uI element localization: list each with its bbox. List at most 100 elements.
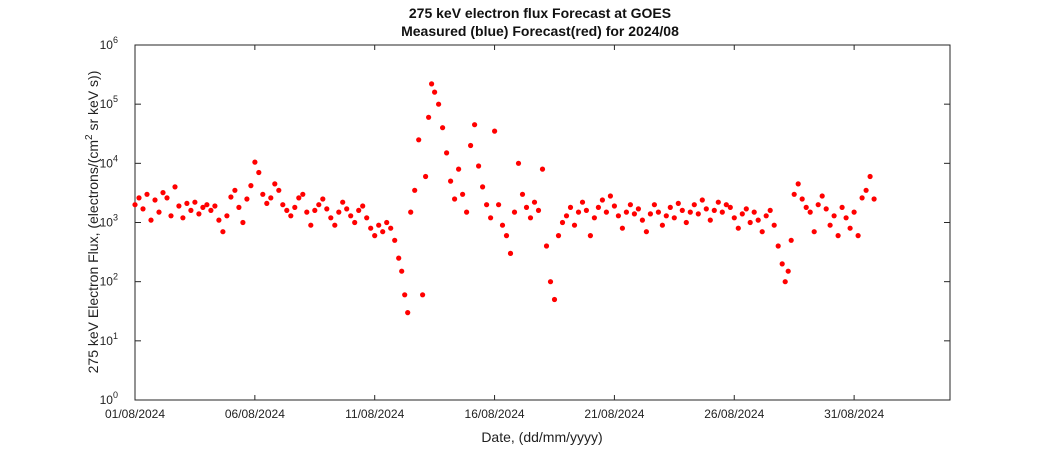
data-point	[687, 209, 693, 215]
data-point	[739, 211, 745, 217]
y-tick-label: 101	[100, 331, 118, 348]
data-point	[703, 206, 709, 212]
data-point	[344, 206, 350, 212]
chart-subtitle: Measured (blue) Forecast(red) for 2024/0…	[401, 23, 679, 39]
data-point	[771, 222, 777, 228]
data-point	[429, 81, 435, 87]
data-point	[871, 196, 877, 202]
data-point	[426, 114, 432, 120]
data-point	[208, 207, 214, 213]
data-point	[507, 250, 514, 256]
data-point	[180, 215, 186, 221]
data-point	[348, 213, 354, 219]
data-point	[795, 181, 801, 187]
data-point	[488, 215, 494, 221]
data-point	[320, 196, 326, 202]
data-point	[432, 89, 438, 95]
data-point	[731, 215, 737, 221]
data-point	[316, 202, 322, 208]
data-point	[639, 217, 646, 223]
data-point	[643, 229, 650, 235]
data-point	[156, 209, 162, 215]
data-point	[627, 202, 634, 208]
data-point	[288, 213, 294, 219]
data-point	[663, 213, 669, 219]
data-point	[496, 202, 502, 208]
data-point	[667, 204, 673, 210]
y-tick-label: 104	[100, 153, 118, 170]
data-point	[785, 268, 791, 274]
data-point	[484, 202, 490, 208]
data-point	[819, 193, 825, 199]
data-point	[280, 202, 286, 208]
data-point	[308, 222, 314, 228]
y-tick-label: 106	[100, 35, 118, 52]
data-point	[160, 190, 166, 196]
data-point	[519, 191, 526, 197]
data-point	[791, 191, 797, 197]
data-point	[759, 229, 765, 235]
data-point	[767, 207, 773, 213]
data-point	[232, 187, 238, 193]
data-point	[579, 199, 586, 205]
data-point	[468, 142, 474, 149]
data-point	[140, 206, 146, 212]
x-tick-label: 06/08/2024	[225, 407, 285, 421]
data-point	[272, 181, 278, 187]
data-point	[168, 213, 174, 219]
data-point	[575, 209, 582, 215]
data-point	[555, 233, 562, 239]
data-point	[452, 196, 458, 202]
data-point	[571, 222, 578, 228]
data-point	[683, 219, 689, 226]
data-point	[423, 173, 429, 180]
data-point	[236, 204, 242, 210]
data-point	[324, 206, 330, 212]
data-point	[340, 199, 346, 205]
data-point	[256, 169, 262, 176]
data-point	[611, 203, 618, 209]
data-point	[647, 211, 654, 217]
data-point	[292, 204, 298, 210]
data-point	[515, 160, 522, 166]
data-point	[376, 222, 382, 228]
data-point	[148, 217, 154, 223]
data-point	[456, 166, 462, 172]
data-point	[635, 206, 642, 212]
data-point	[743, 206, 749, 212]
data-point	[751, 209, 757, 215]
data-point	[172, 184, 178, 190]
data-point	[763, 213, 769, 219]
data-point	[567, 204, 574, 210]
data-point	[164, 195, 170, 201]
data-point	[591, 215, 598, 221]
data-point	[420, 292, 426, 298]
data-point	[312, 207, 318, 213]
data-point	[811, 229, 817, 235]
data-point	[460, 191, 466, 197]
data-point	[603, 209, 610, 215]
data-point	[368, 225, 374, 231]
data-point	[583, 207, 590, 213]
data-point	[659, 222, 666, 228]
data-point	[444, 150, 450, 156]
data-point	[405, 310, 411, 316]
data-point	[252, 159, 258, 165]
data-point	[719, 209, 725, 215]
data-point	[691, 202, 697, 208]
data-point	[399, 268, 405, 274]
y-axis: 100 101 102 103 104 105 106	[100, 35, 950, 407]
data-point	[300, 191, 306, 197]
data-point	[707, 217, 713, 223]
data-point	[815, 202, 821, 208]
x-tick-label: 31/08/2024	[824, 407, 884, 421]
x-tick-label: 21/08/2024	[584, 407, 644, 421]
data-point	[788, 237, 794, 243]
data-point	[440, 125, 446, 131]
data-point	[244, 196, 250, 202]
data-point	[464, 209, 470, 215]
data-point	[563, 213, 570, 219]
data-point	[480, 184, 486, 190]
data-point	[527, 215, 534, 221]
data-point	[619, 225, 626, 231]
